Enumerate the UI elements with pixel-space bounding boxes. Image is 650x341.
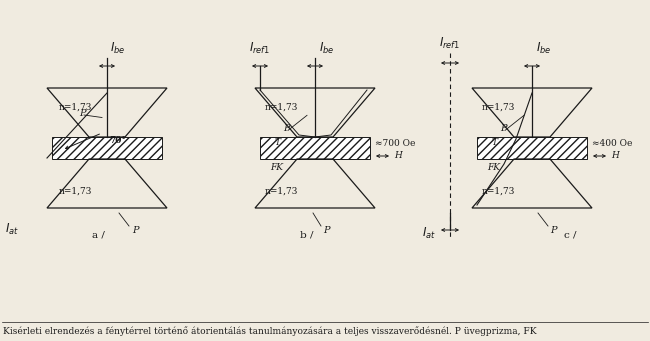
Text: P: P: [500, 124, 506, 133]
Text: H: H: [394, 151, 402, 161]
Text: n=1,73: n=1,73: [482, 103, 515, 112]
Text: H: H: [611, 151, 619, 161]
Text: Kisérleti elrendezés a fénytérrel történő átorientálás tanulmányozására a teljes: Kisérleti elrendezés a fénytérrel történ…: [3, 326, 537, 336]
Text: c /: c /: [564, 230, 577, 239]
Text: T: T: [492, 138, 498, 147]
Text: P: P: [132, 226, 138, 235]
Text: 70°: 70°: [109, 136, 126, 145]
Text: n=1,73: n=1,73: [59, 187, 92, 196]
Text: n=1,73: n=1,73: [59, 103, 92, 112]
Text: ≈700 Oe: ≈700 Oe: [375, 139, 415, 148]
Text: ≈400 Oe: ≈400 Oe: [592, 139, 632, 148]
Text: T: T: [275, 138, 281, 147]
Text: $I_{ref1}$: $I_{ref1}$: [250, 41, 270, 56]
Text: a /: a /: [92, 230, 105, 239]
Text: P: P: [323, 226, 330, 235]
Text: $I_{be}$: $I_{be}$: [536, 41, 551, 56]
Text: FK: FK: [270, 163, 283, 172]
Bar: [260, 137, 370, 159]
Bar: [52, 137, 162, 159]
Text: b /: b /: [300, 230, 313, 239]
Text: P: P: [283, 124, 289, 133]
Text: $I_{at}$: $I_{at}$: [422, 226, 436, 241]
Text: $I_{at}$: $I_{at}$: [5, 222, 19, 237]
Text: n=1,73: n=1,73: [265, 103, 298, 112]
Text: P: P: [550, 226, 556, 235]
Text: n=1,73: n=1,73: [265, 187, 298, 196]
Text: n=1,73: n=1,73: [482, 187, 515, 196]
Text: P: P: [79, 108, 86, 118]
Bar: [477, 137, 587, 159]
Text: $I_{be}$: $I_{be}$: [319, 41, 334, 56]
Text: FK: FK: [487, 163, 500, 172]
Text: $I_{be}$: $I_{be}$: [110, 41, 125, 56]
Text: $I_{ref1}$: $I_{ref1}$: [439, 36, 461, 51]
